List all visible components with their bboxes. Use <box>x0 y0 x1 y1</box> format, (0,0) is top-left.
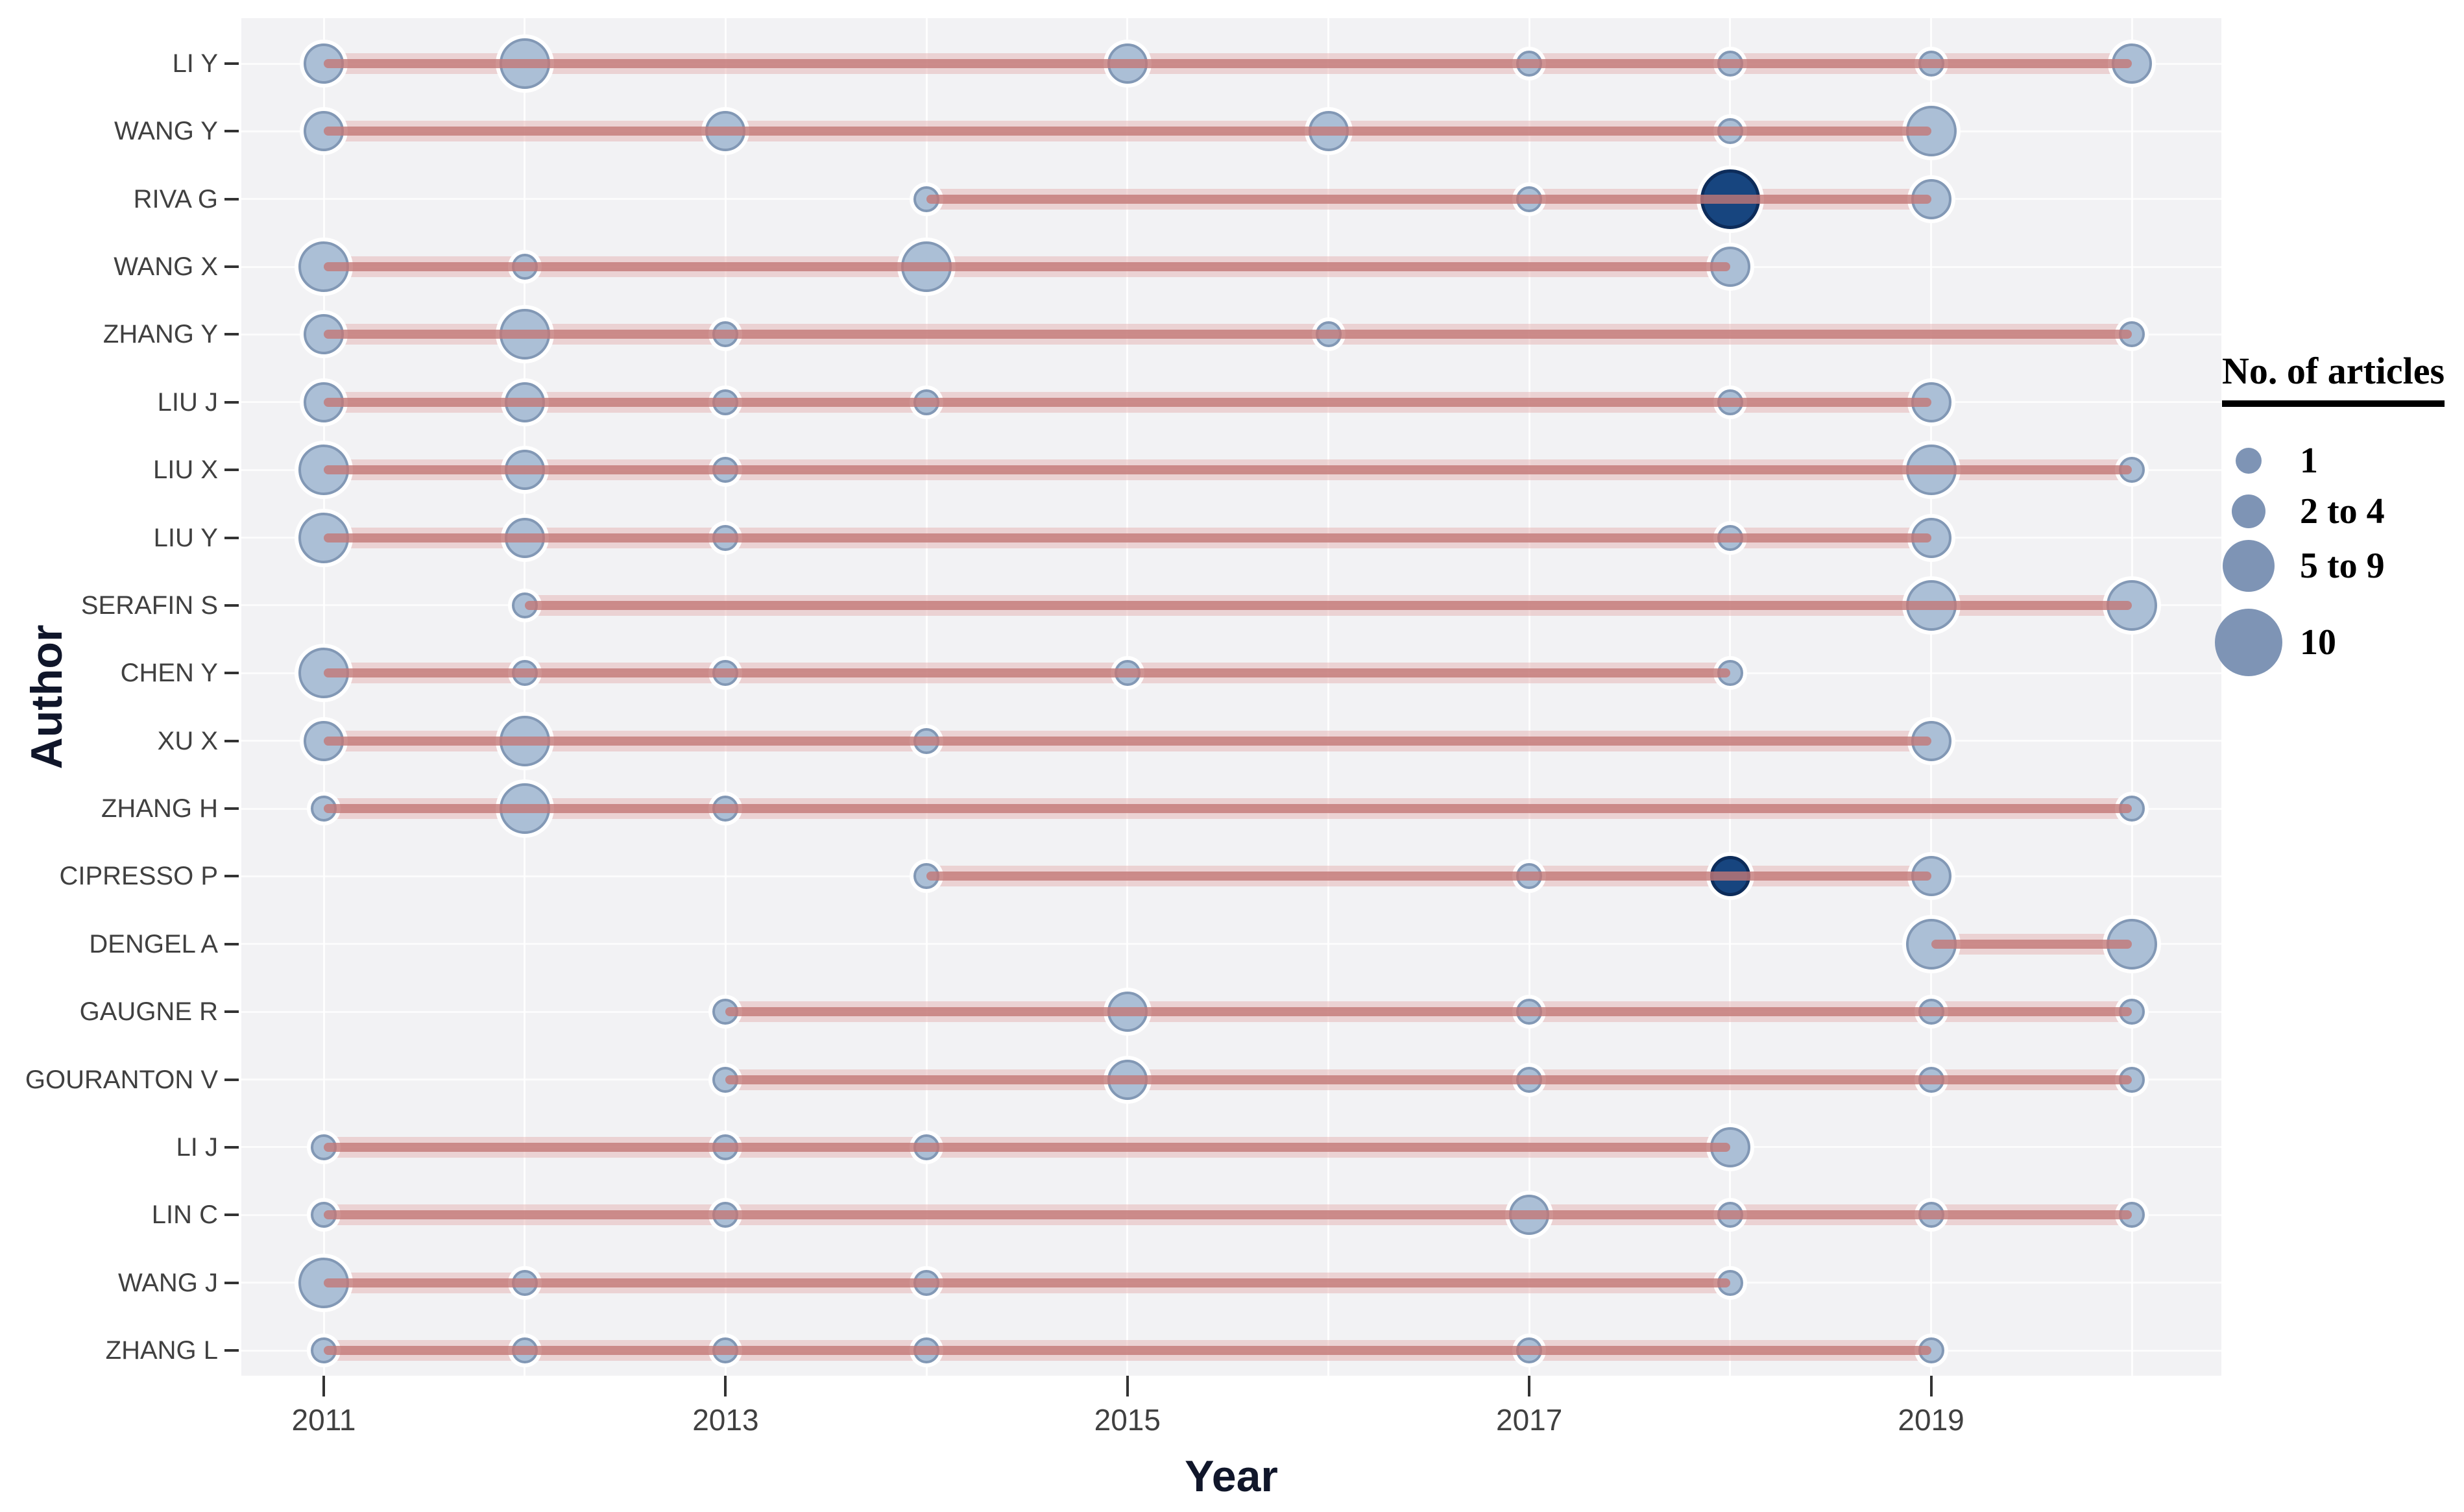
timeline-line <box>324 804 2132 814</box>
timeline-line <box>324 1346 1931 1356</box>
y-tick <box>224 1010 239 1014</box>
legend-dot-2-to-4 <box>2232 494 2265 528</box>
x-tick-label-2019: 2019 <box>1898 1403 1964 1437</box>
legend-label-2-to-4: 2 to 4 <box>2300 491 2385 531</box>
y-tick <box>224 1145 239 1149</box>
timeline-line <box>324 262 1730 272</box>
timeline-line <box>324 397 1931 407</box>
y-tick <box>224 875 239 878</box>
plot-background <box>241 18 2221 1376</box>
author-label-wang-y: WANG Y <box>114 117 218 146</box>
x-tick-2015 <box>1126 1376 1129 1396</box>
timeline-line <box>324 1142 1730 1152</box>
timeline-line <box>524 600 2132 610</box>
author-label-gaugne-r: GAUGNE R <box>79 997 218 1027</box>
author-label-dengel-a: DENGEL A <box>89 929 218 958</box>
y-tick <box>224 1213 239 1217</box>
timeline-line <box>926 194 1931 204</box>
y-tick <box>224 739 239 742</box>
author-label-xu-x: XU X <box>157 726 218 755</box>
x-tick-2019 <box>1929 1376 1933 1396</box>
gridline-year-2019 <box>1930 18 1933 1376</box>
legend-dot-1 <box>2236 448 2262 474</box>
y-tick <box>224 400 239 404</box>
y-tick <box>224 942 239 945</box>
y-tick <box>224 672 239 675</box>
legend-label-1: 1 <box>2300 441 2318 481</box>
author-label-gouranton-v: GOURANTON V <box>25 1065 218 1094</box>
gridline-year-2014 <box>925 18 928 1376</box>
author-label-riva-g: RIVA G <box>133 184 218 213</box>
dot-wang-j-2018 <box>1717 1269 1743 1296</box>
legend-dot-10 <box>2215 609 2282 676</box>
author-label-wang-j: WANG J <box>117 1268 218 1297</box>
x-tick-2011 <box>322 1376 325 1396</box>
author-label-liu-y: LIU Y <box>153 523 218 552</box>
timeline-line <box>1931 939 2132 949</box>
x-tick-label-2015: 2015 <box>1094 1403 1161 1437</box>
timeline-line <box>324 668 1730 678</box>
y-tick <box>224 1349 239 1352</box>
author-label-cipresso-p: CIPRESSO P <box>59 862 218 891</box>
x-tick-2013 <box>724 1376 727 1396</box>
timeline-line <box>324 59 2132 68</box>
y-tick <box>224 1078 239 1081</box>
gridline-year-2017 <box>1528 18 1530 1376</box>
gridline-row <box>241 943 2221 945</box>
y-tick <box>224 265 239 269</box>
y-tick <box>224 197 239 201</box>
timeline-line <box>324 533 1931 543</box>
timeline-line <box>324 127 1931 136</box>
author-label-lin-c: LIN C <box>151 1201 218 1230</box>
author-label-liu-j: LIU J <box>157 387 218 417</box>
gridline-year-2018 <box>1729 18 1732 1376</box>
legend-dot-5-to-9 <box>2223 540 2275 592</box>
y-tick <box>224 604 239 607</box>
gridline-year-2012 <box>524 18 526 1376</box>
author-label-zhang-l: ZHANG L <box>105 1336 218 1365</box>
gridline-year-2020 <box>2131 18 2133 1376</box>
legend-label-5-to-9: 5 to 9 <box>2300 546 2385 586</box>
y-tick <box>224 130 239 133</box>
author-label-chen-y: CHEN Y <box>120 659 218 688</box>
author-label-serafin-s: SERAFIN S <box>80 591 218 620</box>
author-label-zhang-h: ZHANG H <box>101 794 218 823</box>
x-tick-label-2011: 2011 <box>291 1403 356 1437</box>
timeline-line <box>725 1007 2132 1017</box>
timeline-line <box>324 330 2132 339</box>
timeline-line <box>324 1210 2132 1220</box>
timeline-line <box>324 736 1931 746</box>
author-label-liu-x: LIU X <box>152 456 218 485</box>
y-tick <box>224 807 239 811</box>
legend-label-10: 10 <box>2300 622 2336 663</box>
y-tick <box>224 333 239 336</box>
x-tick-label-2017: 2017 <box>1496 1403 1563 1437</box>
timeline-line <box>324 465 2132 475</box>
gridline-year-2016 <box>1327 18 1329 1376</box>
author-label-wang-x: WANG X <box>114 252 218 282</box>
author-label-li-j: LI J <box>176 1132 218 1162</box>
gridline-year-2015 <box>1126 18 1129 1376</box>
x-tick-2017 <box>1528 1376 1531 1396</box>
gridline-year-2013 <box>724 18 727 1376</box>
timeline-line <box>324 1278 1730 1287</box>
author-label-li-y: LI Y <box>172 49 218 78</box>
y-tick <box>224 1281 239 1284</box>
author-label-zhang-y: ZHANG Y <box>103 320 218 349</box>
y-tick <box>224 469 239 472</box>
legend-title: No. of articles <box>2222 349 2445 407</box>
y-tick <box>224 62 239 65</box>
timeline-line <box>725 1075 2132 1084</box>
timeline-line <box>926 872 1931 881</box>
x-tick-label-2013: 2013 <box>692 1403 759 1437</box>
x-axis-title: Year <box>1185 1452 1278 1501</box>
y-tick <box>224 536 239 539</box>
